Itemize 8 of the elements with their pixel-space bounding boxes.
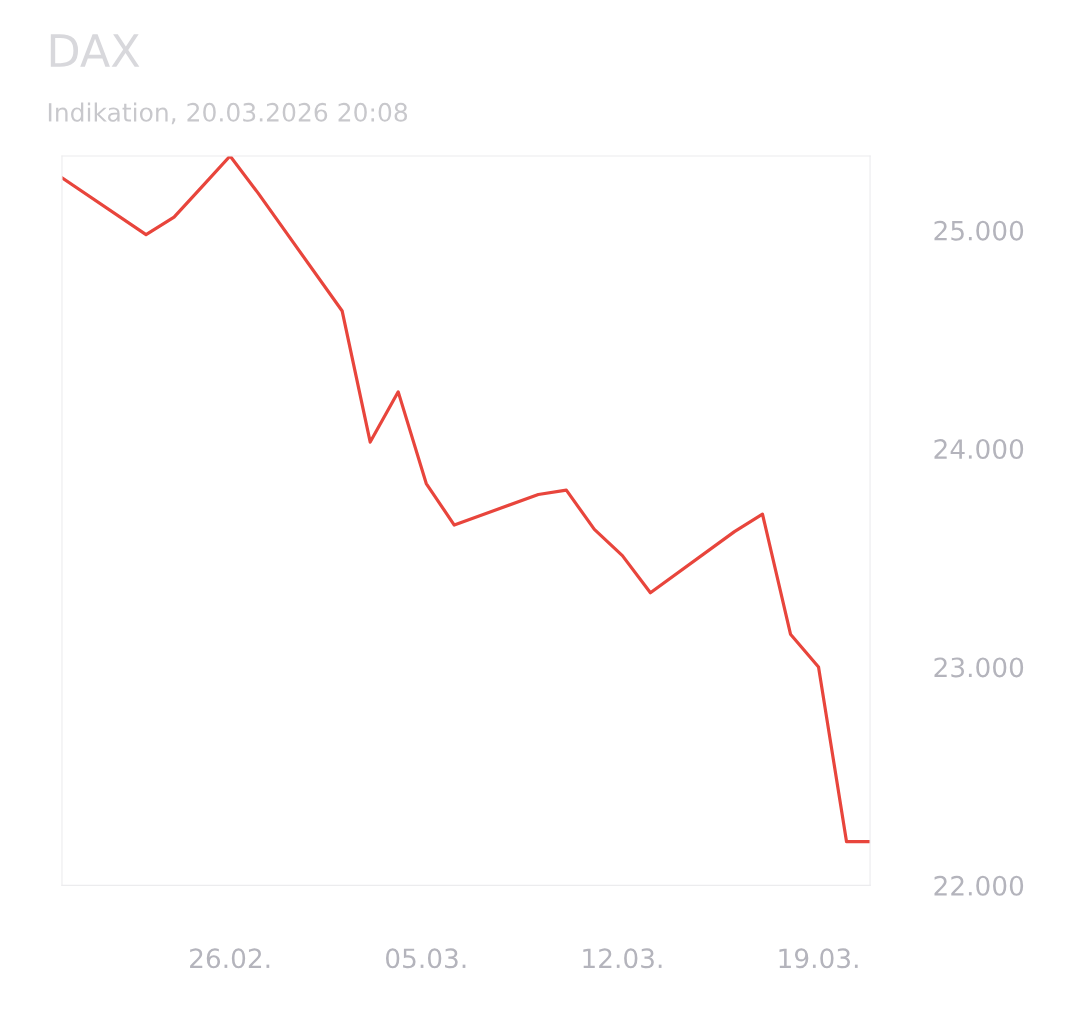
x-tick-label: 19.03.	[779, 948, 858, 969]
y-tick-label: 25.000	[934, 220, 1024, 241]
x-tick-label: 26.02.	[190, 948, 270, 969]
x-tick-label: 05.03.	[386, 948, 466, 969]
x-tick-label: 12.03.	[583, 948, 662, 969]
y-tick-label: 22.000	[934, 875, 1024, 896]
y-tick-label: 24.000	[934, 439, 1024, 460]
y-tick-label: 23.000	[934, 657, 1024, 678]
